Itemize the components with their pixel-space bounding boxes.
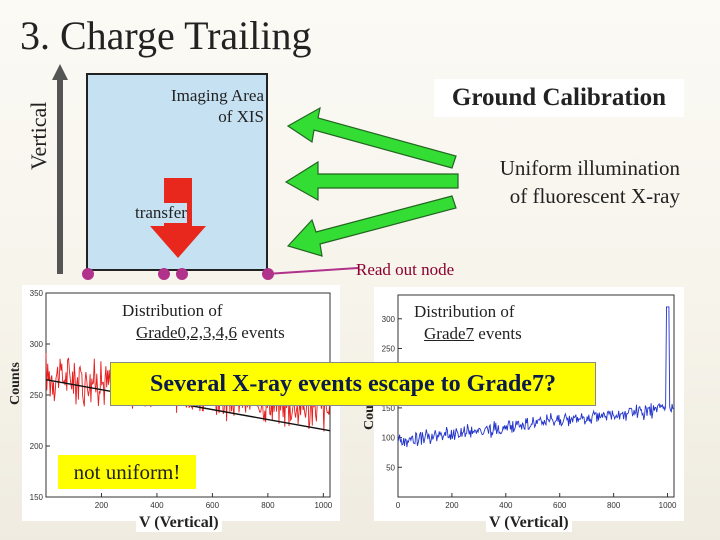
left-chart-title-line2: Grade0,2,3,4,6 events: [122, 322, 285, 344]
imaging-area-label: Imaging Area of XIS: [104, 85, 264, 127]
x-tick-label: 200: [445, 501, 459, 510]
x-tick-label: 800: [607, 501, 621, 510]
y-tick-label: 100: [382, 434, 396, 443]
left-chart-title: Distribution of Grade0,2,3,4,6 events: [122, 300, 285, 344]
readout-node: [176, 268, 188, 280]
x-tick-label: 1000: [659, 501, 677, 510]
y-tick-label: 250: [382, 344, 396, 353]
illumination-arrows: [284, 106, 459, 257]
y-tick-label: 50: [386, 463, 395, 472]
illumination-arrow-3: [286, 195, 457, 257]
left-chart-grades: Grade0,2,3,4,6: [136, 323, 238, 342]
right-chart-title: Distribution of Grade7 events: [414, 301, 522, 345]
right-chart-events: events: [474, 324, 522, 343]
left-y-label: Counts: [8, 362, 23, 405]
x-tick-label: 200: [95, 501, 109, 510]
y-tick-label: 200: [30, 442, 44, 451]
y-tick-label: 250: [30, 391, 44, 400]
x-tick-label: 600: [206, 501, 220, 510]
y-tick-label: 150: [30, 493, 44, 502]
ground-calibration-box: Ground Calibration: [434, 79, 684, 117]
right-x-label: V (Vertical): [486, 514, 572, 532]
x-tick-label: 400: [499, 501, 513, 510]
y-tick-label: 350: [30, 289, 44, 298]
imaging-area-line1: Imaging Area: [171, 86, 264, 105]
left-x-label: V (Vertical): [136, 514, 222, 532]
y-tick-label: 300: [382, 315, 396, 324]
readout-node-label: Read out node: [356, 260, 455, 279]
readout-node: [82, 268, 94, 280]
data-series: [397, 306, 674, 448]
x-tick-label: 0: [396, 501, 401, 510]
not-uniform-label: not uniform!: [58, 455, 196, 489]
x-tick-label: 1000: [314, 501, 332, 510]
left-chart-title-line1: Distribution of: [122, 301, 223, 320]
right-chart-title-line1: Distribution of: [414, 302, 515, 321]
uniform-illumination-label: Uniform illumination of fluorescent X-ra…: [430, 154, 680, 210]
uniform-line1: Uniform illumination: [499, 156, 680, 180]
grade0-chart: 150 200 250 300 350 200 400 600 800 1000: [30, 289, 333, 510]
illumination-arrow-2: [284, 160, 459, 202]
x-tick-label: 400: [150, 501, 164, 510]
vertical-axis-arrow: [52, 64, 68, 274]
x-tick-label: 800: [261, 501, 275, 510]
x-tick-label: 600: [553, 501, 567, 510]
right-chart-grades: Grade7: [424, 324, 475, 343]
readout-pointer-line: [265, 267, 359, 275]
readout-node: [158, 268, 170, 280]
uniform-line2: of fluorescent X-ray: [509, 184, 680, 208]
left-chart-events: events: [237, 323, 285, 342]
y-tick-label: 300: [30, 340, 44, 349]
illumination-arrow-1: [286, 106, 457, 169]
y-tick-label: 150: [382, 404, 396, 413]
slide-title: 3. Charge Trailing: [20, 13, 312, 58]
grade7-question-banner: Several X-ray events escape to Grade7?: [110, 362, 596, 406]
vertical-label: Vertical: [26, 101, 51, 170]
right-chart-title-line2: Grade7 events: [414, 323, 522, 345]
imaging-area-line2: of XIS: [218, 107, 264, 126]
transfer-label: transfer: [135, 203, 187, 223]
readout-nodes: [82, 268, 274, 280]
